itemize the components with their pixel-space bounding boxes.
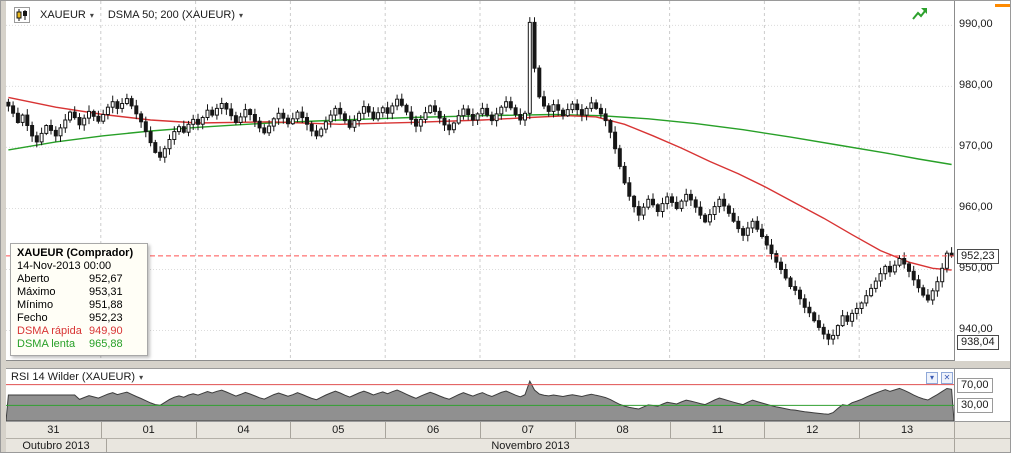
- collapse-panel-icon[interactable]: ▾: [926, 372, 938, 384]
- axis-filler: [953, 422, 1010, 438]
- rsi-panel-buttons: ▾ ✕: [926, 372, 953, 384]
- candlestick-chart-icon: [14, 7, 30, 23]
- time-axis-month: Outubro 2013: [22, 440, 90, 452]
- chevron-down-icon: ▾: [139, 372, 144, 382]
- time-axis-day: 01: [100, 422, 196, 438]
- tooltip-row-low: Mínimo 951,88: [17, 299, 123, 311]
- chevron-down-icon: ▾: [89, 10, 94, 20]
- time-axis-day: 08: [574, 422, 670, 438]
- tooltip-row-high: Máximo 953,31: [17, 286, 123, 298]
- time-axis-day: 12: [764, 422, 859, 438]
- month-axis: Outubro 2013 Novembro 2013: [6, 438, 1010, 452]
- main-chart-panel: 990,00 980,00 970,00 960,00 950,00 940,00 952,…: [6, 1, 1010, 361]
- price-axis-label: 980,00: [959, 79, 993, 92]
- tooltip-datetime: 14-Nov-2013 00:00: [17, 260, 112, 272]
- tooltip-row-dsma-slow: DSMA lenta 965,88: [17, 338, 123, 350]
- price-axis[interactable]: 990,00 980,00 970,00 960,00 950,00 940,00 952,…: [954, 1, 1010, 361]
- data-window-tooltip: XAUEUR (Comprador) 14-Nov-2013 00:00 Abe…: [10, 243, 148, 356]
- time-axis-day: 11: [669, 422, 765, 438]
- time-axis-day: 05: [290, 422, 385, 438]
- indicator-selector[interactable]: DSMA 50; 200 (XAUEUR) ▾: [104, 7, 247, 23]
- chart-toolbar: XAUEUR ▾ DSMA 50; 200 (XAUEUR) ▾: [14, 7, 247, 23]
- panel-splitter[interactable]: [6, 361, 1010, 369]
- low-price-label: 938,04: [957, 335, 999, 351]
- trendline-segment[interactable]: [995, 4, 1010, 7]
- rsi-level-label: 70,00: [957, 377, 993, 393]
- rsi-label: RSI 14 Wilder (XAUEUR): [11, 371, 136, 383]
- price-axis-label: 940,00: [959, 323, 993, 336]
- indicator-label: DSMA 50; 200 (XAUEUR): [107, 9, 236, 21]
- current-price-label: 952,23: [957, 248, 999, 264]
- symbol-selector[interactable]: XAUEUR ▾: [36, 7, 98, 23]
- rsi-level-label: 30,00: [957, 398, 993, 414]
- price-axis-label: 950,00: [959, 262, 993, 275]
- close-panel-icon[interactable]: ✕: [941, 372, 953, 384]
- price-axis-label: 960,00: [959, 201, 993, 214]
- price-axis-label: 970,00: [959, 140, 993, 153]
- time-axis-day: 13: [859, 422, 954, 438]
- time-axis-day: 04: [195, 422, 291, 438]
- price-chart-canvas[interactable]: [6, 1, 954, 361]
- time-axis-month: Novembro 2013: [106, 439, 954, 452]
- rsi-indicator-panel: 70,00 30,00 RSI 14 Wilder (XAUEUR) ▾ ▾ ✕: [6, 369, 1010, 421]
- trend-arrow-icon[interactable]: [912, 6, 928, 27]
- rsi-indicator-selector[interactable]: RSI 14 Wilder (XAUEUR) ▾: [11, 371, 143, 383]
- tooltip-row-open: Aberto 952,67: [17, 273, 123, 285]
- chevron-down-icon: ▾: [239, 10, 244, 20]
- tooltip-row-dsma-fast: DSMA rápida 949,90: [17, 325, 123, 337]
- rsi-axis: 70,00 30,00: [954, 369, 1010, 421]
- time-axis-day: 06: [385, 422, 480, 438]
- axis-filler: [954, 439, 1010, 452]
- price-axis-label: 990,00: [959, 18, 993, 31]
- time-axis-day: 07: [479, 422, 575, 438]
- tooltip-row-close: Fecho 952,23: [17, 312, 123, 324]
- rsi-chart-canvas[interactable]: [6, 369, 954, 421]
- time-axis[interactable]: 31 01 04 05 06 07 08 11 12 13: [6, 421, 1010, 438]
- tooltip-title: XAUEUR (Comprador): [17, 247, 134, 259]
- symbol-label: XAUEUR: [40, 9, 86, 21]
- time-axis-day: 31: [47, 424, 60, 436]
